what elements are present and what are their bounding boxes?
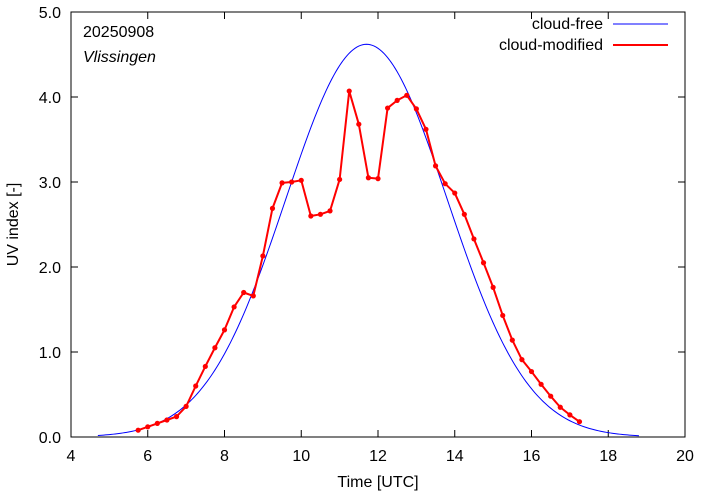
data-point-cloud-modified [423,126,429,132]
data-point-cloud-modified [289,179,295,185]
x-axis: 4 6 8 10 12 14 16 18 20 [67,12,694,465]
data-point-cloud-modified [308,213,314,219]
data-point-cloud-modified [164,417,170,423]
legend-label-cloud-modified: cloud-modified [499,37,603,54]
station-annotation: Vlissingen [83,49,156,66]
x-tick-label: 6 [143,448,152,465]
data-point-cloud-modified [548,393,554,399]
data-point-cloud-modified [241,289,247,296]
series-line-cloud-modified [137,90,581,432]
data-point-cloud-modified [365,175,372,181]
data-point-cloud-modified [337,176,343,183]
data-point-cloud-modified [269,205,276,211]
data-point-cloud-modified [193,383,199,389]
data-point-cloud-modified [317,211,324,217]
data-point-cloud-modified [490,284,496,290]
data-point-cloud-modified [212,345,218,351]
data-point-cloud-modified [413,106,419,112]
data-point-cloud-modified [202,363,208,370]
y-axis-label: UV index [-] [5,183,22,267]
y-axis: 0.0 1.0 2.0 3.0 4.0 5.0 [39,5,685,447]
data-point-cloud-modified [471,236,477,242]
data-point-cloud-modified [279,180,285,186]
data-point-cloud-modified [260,253,266,259]
data-point-cloud-modified [557,404,563,410]
data-point-cloud-modified [375,176,381,182]
data-point-cloud-modified [221,327,228,333]
data-point-cloud-modified [519,357,525,363]
data-point-cloud-modified [480,260,487,266]
x-tick-label: 14 [446,448,464,465]
series-layer [97,43,639,437]
data-point-cloud-modified [442,181,448,187]
data-point-cloud-modified [173,414,180,420]
data-point-cloud-modified [538,381,544,387]
data-point-cloud-modified [576,419,583,425]
data-point-cloud-modified [384,105,391,111]
data-point-cloud-modified [346,88,352,94]
y-tick-label: 4.0 [39,90,61,107]
data-point-cloud-modified [432,163,439,169]
x-tick-label: 18 [599,448,617,465]
y-tick-label: 1.0 [39,345,61,362]
legend-label-cloud-free: cloud-free [532,16,603,33]
data-point-cloud-modified [135,427,141,433]
data-point-cloud-modified [356,121,362,127]
data-point-cloud-modified [298,177,304,183]
date-annotation: 20250908 [83,24,154,41]
x-tick-label: 20 [676,448,694,465]
data-point-cloud-modified [452,190,458,196]
data-point-cloud-modified [528,368,535,375]
x-tick-label: 10 [292,448,310,465]
data-point-cloud-modified [183,403,189,409]
data-point-cloud-modified [250,293,256,299]
data-point-cloud-modified [500,312,506,319]
data-point-cloud-modified [461,211,467,217]
series-line-cloud-free [97,43,639,437]
data-point-cloud-modified [154,420,160,426]
data-point-cloud-modified [567,412,573,418]
x-tick-label: 8 [220,448,229,465]
x-tick-label: 16 [523,448,541,465]
legend: cloud-free cloud-modified [499,16,668,54]
x-axis-label: Time [UTC] [337,474,418,491]
x-tick-label: 12 [369,448,387,465]
y-tick-label: 2.0 [39,260,61,277]
y-tick-label: 0.0 [39,430,61,447]
data-point-cloud-modified [231,304,237,310]
data-point-cloud-modified [509,337,515,343]
data-point-cloud-modified [327,208,333,214]
data-point-cloud-modified [394,97,400,103]
y-tick-label: 5.0 [39,5,61,22]
x-tick-label: 4 [67,448,76,465]
y-tick-label: 3.0 [39,175,61,192]
data-point-cloud-modified [145,424,151,430]
plot-frame [70,11,686,438]
data-point-cloud-modified [404,92,410,98]
